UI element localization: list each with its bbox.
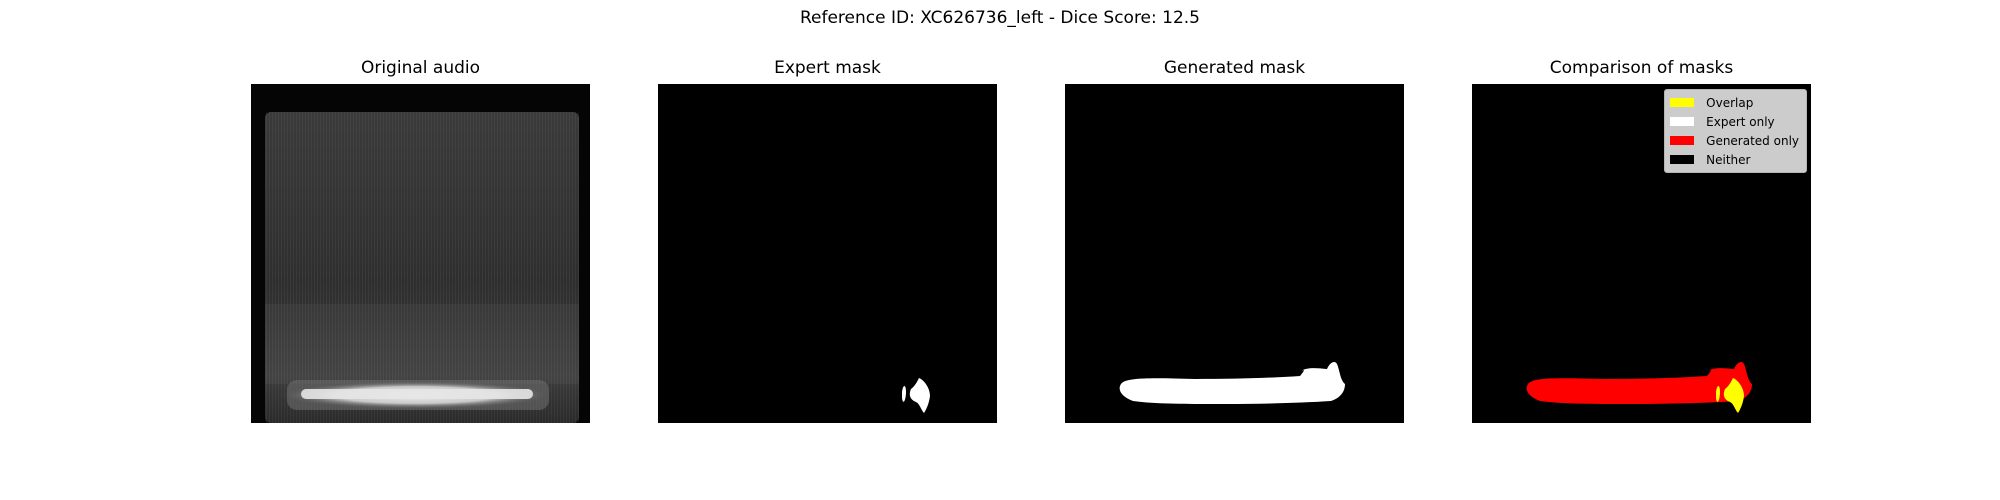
expert-mask-image [658,84,997,423]
generated-mask-graphic [1119,361,1345,404]
panel-comparison: Comparison of masks Overlap Expert only … [1472,58,1811,424]
legend-item-overlap: Overlap [1670,93,1799,112]
legend-label-expert-only: Expert only [1706,114,1775,129]
figure-title: Reference ID: XC626736_left - Dice Score… [799,8,1200,28]
panel-original-audio: Original audio [251,58,590,424]
comparison-image: Overlap Expert only Generated only Neith… [1472,84,1811,423]
panel-title-original-audio: Original audio [360,58,481,78]
legend-item-expert-only: Expert only [1670,112,1799,131]
legend-label-overlap: Overlap [1706,95,1754,110]
comparison-legend: Overlap Expert only Generated only Neith… [1664,89,1807,173]
overlap-region-large [1723,378,1744,413]
expert-mask-graphic [902,378,930,413]
legend-swatch-generated-only [1670,136,1695,145]
panel-title-comparison: Comparison of masks [1549,58,1734,78]
spectrogram-graphic [251,84,590,423]
legend-label-neither: Neither [1706,152,1751,167]
legend-swatch-neither [1670,155,1695,164]
expert-mask-blob-small [902,386,906,402]
generated-mask-region [1119,361,1345,404]
legend-swatch-expert-only [1670,117,1695,126]
panel-generated-mask: Generated mask [1065,58,1404,424]
legend-label-generated-only: Generated only [1706,133,1799,148]
overlap-region-small [1716,386,1720,402]
panel-title-generated-mask: Generated mask [1163,58,1306,78]
legend-swatch-overlap [1670,98,1695,107]
comparison-graphic [1526,361,1752,413]
panel-expert-mask: Expert mask [658,58,997,424]
expert-mask-blob-large [909,378,930,413]
panel-title-expert-mask: Expert mask [774,58,881,78]
generated-mask-image [1065,84,1404,423]
generated-only-region [1526,361,1752,404]
legend-item-generated-only: Generated only [1670,131,1799,150]
spectrogram-image [251,84,590,423]
legend-item-neither: Neither [1670,150,1799,169]
